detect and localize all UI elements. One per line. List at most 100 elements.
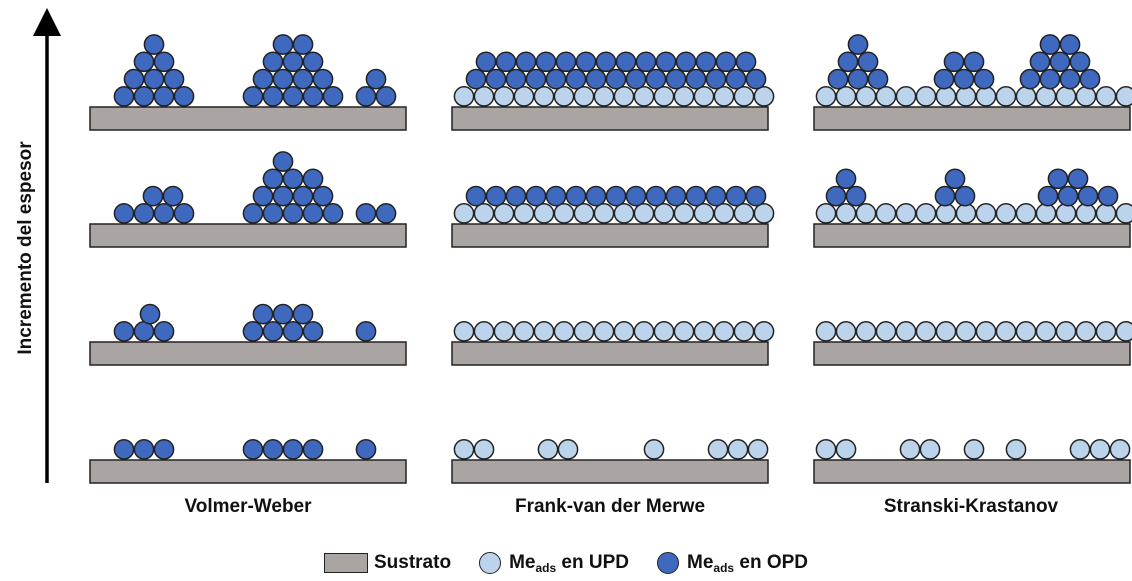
opd-atom-volmer-weber bbox=[113, 86, 135, 107]
opd-atom-stranski-krastanov bbox=[1097, 185, 1119, 207]
opd-atom-volmer-weber bbox=[355, 86, 377, 107]
upd-atom-frank-van-der-merwe bbox=[707, 439, 729, 460]
upd-atom-frank-van-der-merwe bbox=[473, 203, 495, 224]
opd-atom-stranski-krastanov bbox=[1037, 185, 1059, 207]
opd-atom-stranski-krastanov bbox=[845, 185, 867, 207]
upd-atom-frank-van-der-merwe bbox=[453, 439, 475, 460]
opd-atom-volmer-weber bbox=[153, 439, 175, 460]
opd-atom-frank-van-der-merwe bbox=[555, 51, 577, 73]
opd-atom-volmer-weber bbox=[242, 439, 264, 460]
opd-atom-volmer-weber bbox=[133, 203, 155, 224]
opd-atom-volmer-weber bbox=[272, 68, 294, 90]
upd-atom-stranski-krastanov bbox=[1115, 86, 1132, 107]
opd-atom-frank-van-der-merwe bbox=[565, 68, 587, 90]
upd-atom-stranski-krastanov bbox=[855, 86, 877, 107]
upd-atom-stranski-krastanov bbox=[995, 203, 1017, 224]
upd-atom-frank-van-der-merwe bbox=[473, 321, 495, 342]
substrate-stranski-krastanov-medium bbox=[813, 223, 1131, 248]
upd-atom-frank-van-der-merwe bbox=[713, 86, 735, 107]
upd-atom-frank-van-der-merwe bbox=[753, 203, 775, 224]
upd-atom-frank-van-der-merwe bbox=[473, 439, 495, 460]
upd-atom-stranski-krastanov bbox=[1005, 439, 1027, 460]
upd-atom-frank-van-der-merwe bbox=[533, 321, 555, 342]
opd-atom-frank-van-der-merwe bbox=[525, 185, 547, 207]
upd-atom-stranski-krastanov bbox=[1115, 321, 1132, 342]
legend-opd-label: Meads en OPD bbox=[687, 551, 809, 575]
upd-atom-frank-van-der-merwe bbox=[673, 86, 695, 107]
opd-atom-volmer-weber bbox=[113, 439, 135, 460]
opd-atom-stranski-krastanov bbox=[1079, 68, 1101, 90]
opd-atom-frank-van-der-merwe bbox=[685, 185, 707, 207]
upd-atom-stranski-krastanov bbox=[919, 439, 941, 460]
upd-atom-frank-van-der-merwe bbox=[593, 203, 615, 224]
upd-atom-frank-van-der-merwe bbox=[713, 321, 735, 342]
opd-atom-volmer-weber bbox=[302, 203, 324, 224]
opd-atom-volmer-weber bbox=[153, 86, 175, 107]
legend: Sustrato Meads en UPD Meads en OPD bbox=[0, 545, 1132, 581]
opd-atom-volmer-weber bbox=[133, 51, 155, 73]
opd-atom-volmer-weber bbox=[252, 303, 274, 325]
substrate-stranski-krastanov-initial bbox=[813, 459, 1131, 484]
upd-atom-stranski-krastanov bbox=[915, 321, 937, 342]
opd-atom-frank-van-der-merwe bbox=[505, 68, 527, 90]
upd-atom-stranski-krastanov bbox=[815, 321, 837, 342]
opd-atom-volmer-weber bbox=[292, 303, 314, 325]
opd-atom-volmer-weber bbox=[262, 439, 284, 460]
upd-atom-frank-van-der-merwe bbox=[613, 203, 635, 224]
upd-atom-frank-van-der-merwe bbox=[453, 86, 475, 107]
opd-atom-frank-van-der-merwe bbox=[645, 185, 667, 207]
opd-atom-volmer-weber bbox=[252, 185, 274, 207]
upd-atom-stranski-krastanov bbox=[1075, 321, 1097, 342]
column-label-frank-van-der-merwe: Frank-van der Merwe bbox=[514, 496, 706, 517]
opd-atom-frank-van-der-merwe bbox=[705, 68, 727, 90]
upd-atom-frank-van-der-merwe bbox=[553, 203, 575, 224]
upd-atom-frank-van-der-merwe bbox=[513, 203, 535, 224]
opd-atom-volmer-weber bbox=[355, 321, 377, 342]
upd-atom-stranski-krastanov bbox=[1115, 203, 1132, 224]
upd-atom-frank-van-der-merwe bbox=[613, 86, 635, 107]
opd-atom-volmer-weber bbox=[302, 51, 324, 73]
opd-atom-frank-van-der-merwe bbox=[515, 51, 537, 73]
opd-atom-frank-van-der-merwe bbox=[745, 68, 767, 90]
upd-atom-stranski-krastanov bbox=[895, 203, 917, 224]
opd-atom-stranski-krastanov bbox=[825, 185, 847, 207]
opd-atom-volmer-weber bbox=[173, 86, 195, 107]
upd-atom-frank-van-der-merwe bbox=[727, 439, 749, 460]
opd-atom-volmer-weber bbox=[272, 151, 294, 172]
opd-atom-volmer-weber bbox=[242, 321, 264, 342]
upd-atom-stranski-krastanov bbox=[899, 439, 921, 460]
upd-atom-stranski-krastanov bbox=[1055, 321, 1077, 342]
substrate-volmer-weber-thick bbox=[89, 106, 407, 131]
upd-atom-stranski-krastanov bbox=[1015, 203, 1037, 224]
opd-atom-frank-van-der-merwe bbox=[465, 68, 487, 90]
upd-atom-frank-van-der-merwe bbox=[673, 203, 695, 224]
upd-atom-frank-van-der-merwe bbox=[537, 439, 559, 460]
upd-atom-frank-van-der-merwe bbox=[573, 321, 595, 342]
opd-atom-stranski-krastanov bbox=[837, 51, 859, 73]
upd-atom-frank-van-der-merwe bbox=[593, 321, 615, 342]
upd-atom-stranski-krastanov bbox=[1095, 321, 1117, 342]
upd-atom-frank-van-der-merwe bbox=[653, 86, 675, 107]
opd-atom-volmer-weber bbox=[262, 203, 284, 224]
opd-atom-volmer-weber bbox=[292, 34, 314, 55]
opd-atom-volmer-weber bbox=[252, 68, 274, 90]
opd-atom-volmer-weber bbox=[302, 439, 324, 460]
opd-atom-stranski-krastanov bbox=[1059, 68, 1081, 90]
upd-atom-stranski-krastanov bbox=[1055, 203, 1077, 224]
legend-substrate-label: Sustrato bbox=[373, 552, 452, 573]
opd-atom-volmer-weber bbox=[302, 86, 324, 107]
upd-atom-frank-van-der-merwe bbox=[633, 321, 655, 342]
opd-atom-volmer-weber bbox=[322, 203, 344, 224]
opd-atom-frank-van-der-merwe bbox=[695, 51, 717, 73]
opd-atom-stranski-krastanov bbox=[835, 168, 857, 190]
opd-atom-volmer-weber bbox=[282, 86, 304, 107]
upd-atom-stranski-krastanov bbox=[975, 321, 997, 342]
opd-atom-stranski-krastanov bbox=[1019, 68, 1041, 90]
upd-atom-stranski-krastanov bbox=[975, 86, 997, 107]
upd-atom-frank-van-der-merwe bbox=[673, 321, 695, 342]
opd-atom-frank-van-der-merwe bbox=[655, 51, 677, 73]
opd-atom-frank-van-der-merwe bbox=[605, 68, 627, 90]
upd-atom-stranski-krastanov bbox=[1055, 86, 1077, 107]
upd-atom-frank-van-der-merwe bbox=[553, 86, 575, 107]
